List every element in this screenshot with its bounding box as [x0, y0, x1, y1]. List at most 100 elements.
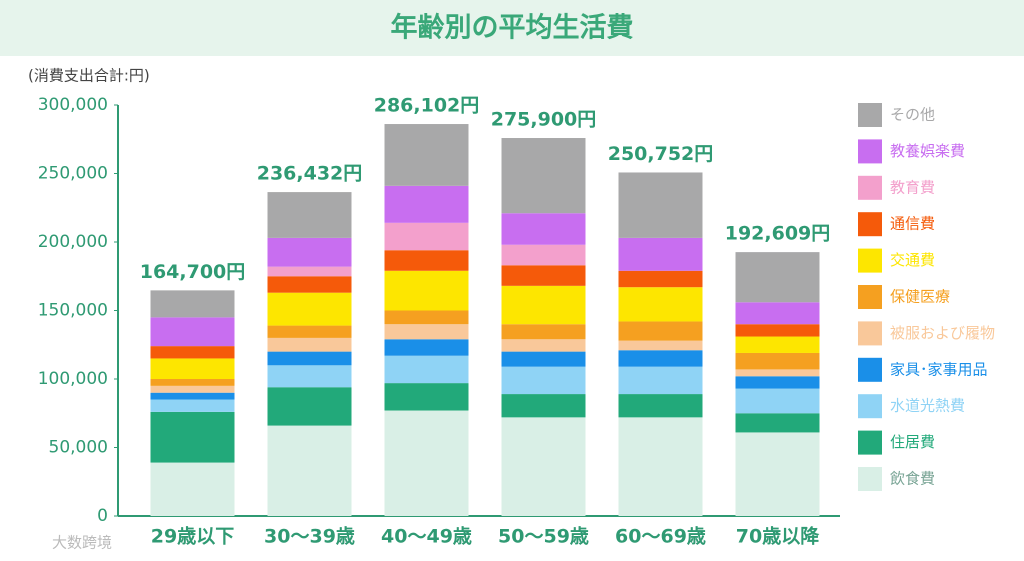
- y-tick-label: 200,000: [38, 232, 108, 252]
- legend-swatch: [858, 321, 882, 346]
- legend-swatch: [858, 103, 882, 127]
- bar-segment: [267, 337, 352, 352]
- bar-segment: [150, 411, 235, 463]
- bar-segment: [618, 287, 703, 322]
- legend-label: 保健医療: [890, 288, 950, 306]
- bar-segment: [501, 351, 586, 367]
- bar-segment: [267, 351, 352, 366]
- legend-swatch: [858, 357, 882, 382]
- bar-segment: [384, 339, 469, 356]
- legend-label: 飲食費: [890, 470, 935, 488]
- bar-segment: [150, 290, 235, 318]
- bar-segment: [501, 339, 586, 352]
- bar-segment: [150, 392, 235, 400]
- legend-label: その他: [890, 106, 935, 124]
- bar-segment: [501, 366, 586, 395]
- bar-segment: [384, 250, 469, 271]
- bar-segment: [384, 222, 469, 251]
- bar-segment: [735, 376, 820, 389]
- bar-segment: [501, 138, 586, 214]
- legend-label: 通信費: [890, 215, 935, 233]
- legend-label: 水道光熱費: [890, 397, 965, 415]
- legend-label: 住居費: [890, 433, 935, 451]
- bar-segment: [384, 310, 469, 325]
- bar-segment: [267, 192, 352, 238]
- bar-segment: [150, 385, 235, 393]
- x-tick-label: 70歳以降: [736, 525, 820, 548]
- legend-swatch: [858, 139, 882, 164]
- bar-segment: [384, 185, 469, 223]
- bar-segment: [618, 321, 703, 341]
- watermark: 大数跨境: [52, 534, 112, 552]
- y-tick-label: 50,000: [49, 438, 108, 458]
- bar-segment: [267, 387, 352, 426]
- legend-swatch: [858, 430, 882, 455]
- bar-segment: [384, 124, 469, 186]
- bar-segment: [735, 324, 820, 337]
- x-tick-label: 40～49歳: [381, 526, 472, 548]
- bar-segment: [618, 394, 703, 418]
- bar-segment: [618, 417, 703, 516]
- bar-segment: [618, 366, 703, 395]
- legend-label: 教養娯楽費: [890, 142, 965, 160]
- legend-swatch: [858, 467, 882, 491]
- x-tick-label: 50～59歳: [498, 526, 589, 548]
- bar-segment: [384, 324, 469, 340]
- bar-segment: [384, 410, 469, 516]
- bar-segment: [501, 285, 586, 325]
- bar-segment: [735, 302, 820, 325]
- total-label: 236,432円: [257, 163, 363, 185]
- bar-segment: [618, 340, 703, 351]
- x-tick-label: 60～69歳: [615, 526, 706, 548]
- total-label: 250,752円: [608, 143, 714, 165]
- chart-title: 年齢別の平均生活費: [391, 12, 634, 44]
- bar-segment: [501, 213, 586, 245]
- bar-segment: [501, 324, 586, 340]
- bar-segment: [267, 425, 352, 516]
- y-tick-label: 150,000: [38, 301, 108, 321]
- legend-label: 交通費: [890, 251, 935, 269]
- bar-segment: [384, 270, 469, 311]
- bar-segment: [267, 365, 352, 388]
- bar-segment: [267, 292, 352, 326]
- total-label: 164,700円: [140, 261, 246, 283]
- bar-segment: [501, 417, 586, 516]
- bar-segment: [618, 270, 703, 288]
- bar-segment: [267, 325, 352, 338]
- x-tick-label: 30～39歳: [264, 526, 355, 548]
- bar-segment: [150, 462, 235, 516]
- legend-swatch: [858, 285, 882, 309]
- title-band: [0, 0, 1024, 56]
- legend-swatch: [858, 175, 882, 200]
- y-tick-label: 300,000: [38, 95, 108, 115]
- y-tick-label: 250,000: [38, 164, 108, 184]
- total-label: 192,609円: [725, 223, 831, 245]
- bar-segment: [150, 379, 235, 386]
- bar-segment: [735, 388, 820, 414]
- x-tick-label: 29歳以下: [151, 526, 234, 548]
- legend-label: 家具･家事用品: [890, 360, 988, 378]
- total-label: 275,900円: [491, 109, 597, 131]
- legend-swatch: [858, 212, 882, 237]
- y-axis-label: (消費支出合計:円): [28, 67, 150, 85]
- bar-segment: [618, 237, 703, 271]
- total-label: 286,102円: [374, 95, 480, 117]
- bar-segment: [735, 352, 820, 370]
- bar-segment: [384, 383, 469, 411]
- bar-segment: [150, 346, 235, 359]
- y-tick-label: 0: [97, 506, 108, 526]
- bar-segment: [735, 252, 820, 303]
- bar-segment: [735, 369, 820, 377]
- bar-segment: [501, 244, 586, 266]
- bar-segment: [267, 237, 352, 267]
- bar-segment: [267, 266, 352, 277]
- bar-segment: [150, 399, 235, 412]
- bar-segment: [501, 265, 586, 286]
- bar-segment: [735, 336, 820, 353]
- bar-segment: [150, 358, 235, 379]
- legend-swatch: [858, 248, 882, 273]
- bar-segment: [267, 276, 352, 293]
- y-tick-label: 100,000: [38, 369, 108, 389]
- bar-segment: [150, 317, 235, 347]
